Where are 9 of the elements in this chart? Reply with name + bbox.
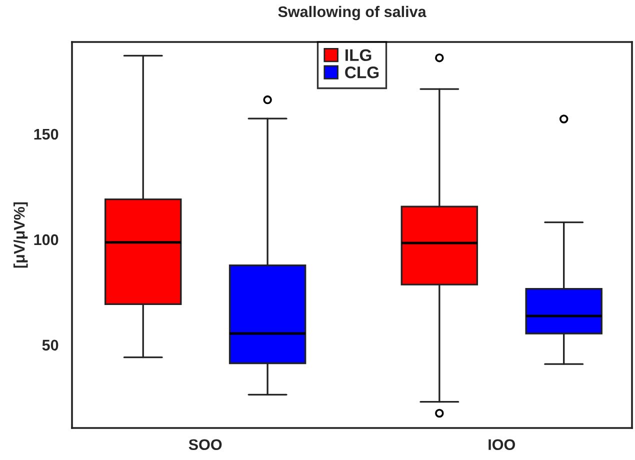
y-tick-label: 50 — [42, 340, 58, 351]
y-tick-label: 100 — [34, 234, 58, 246]
legend-label: CLG — [345, 66, 379, 78]
y-axis-title: [μV/μV%] — [14, 202, 28, 268]
x-tick-label: SOO — [188, 439, 222, 450]
chart-title: Swallowing of saliva — [278, 6, 426, 20]
x-tick-label: IOO — [488, 439, 515, 450]
y-tick-label: 150 — [34, 128, 58, 140]
legend-label: ILG — [346, 49, 372, 61]
